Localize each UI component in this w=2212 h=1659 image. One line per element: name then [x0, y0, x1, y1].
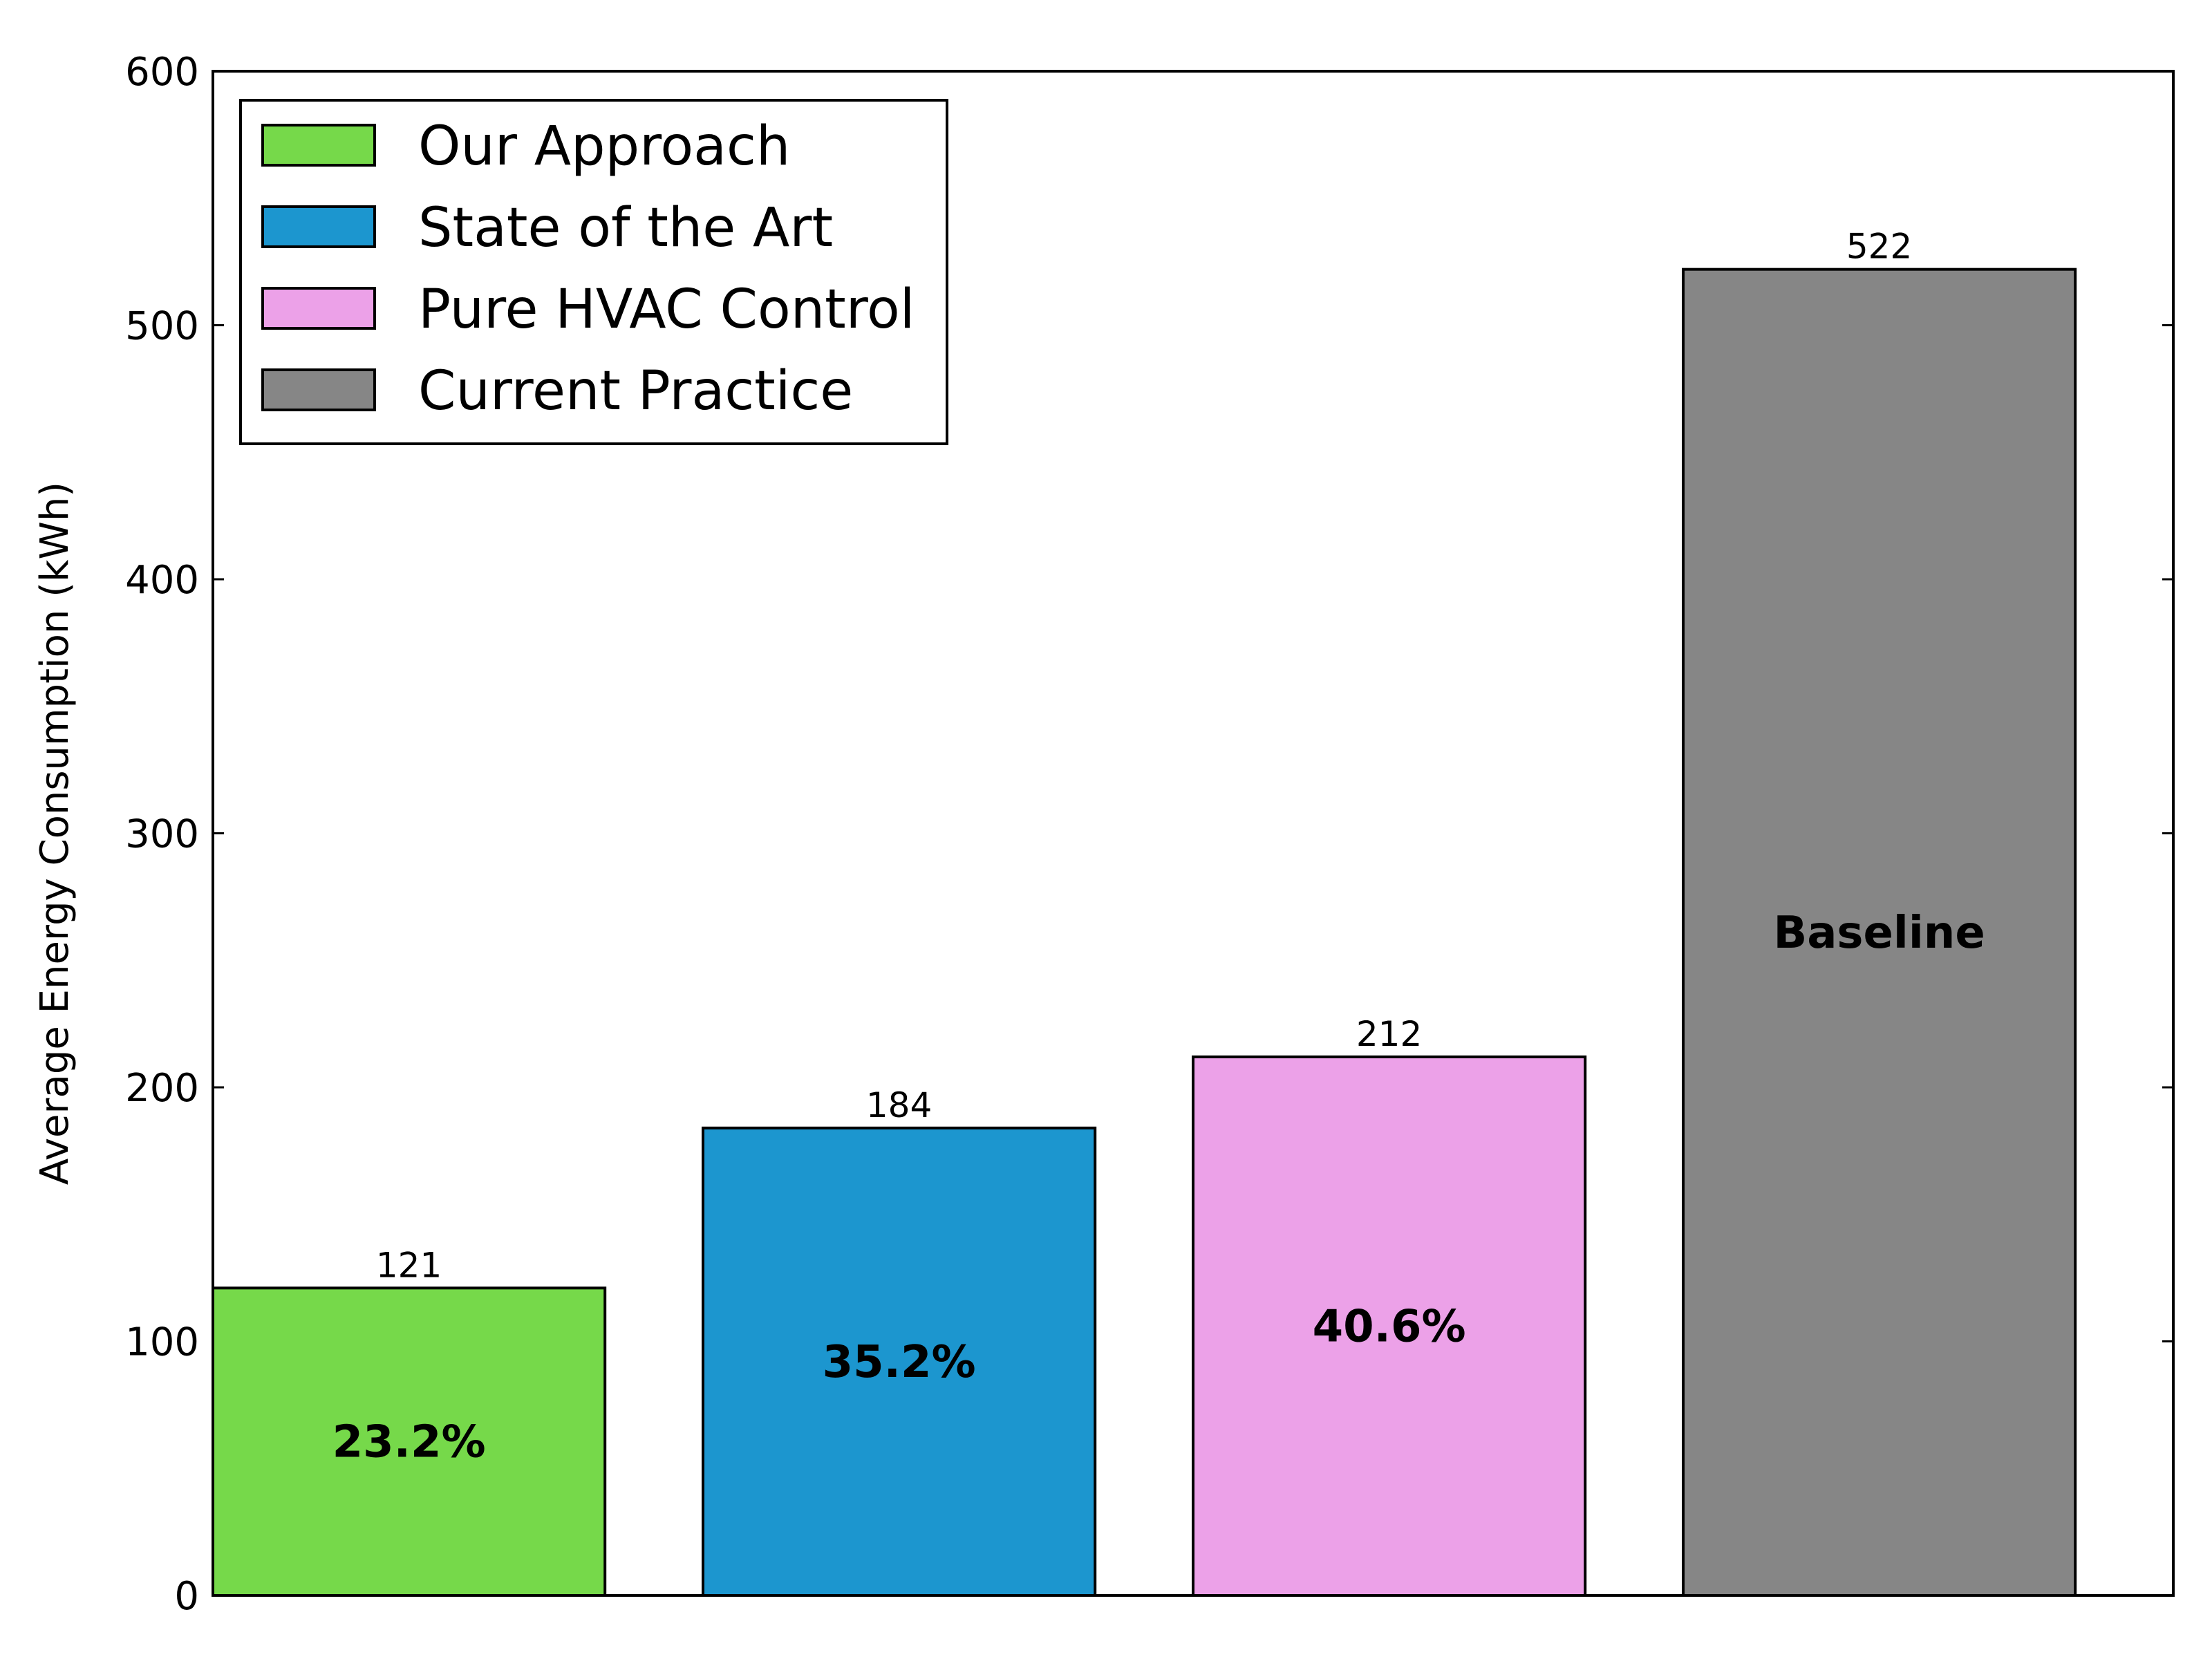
bar-inner-labels: 23.2% 35.2% 40.6% Baseline — [332, 908, 1985, 1468]
bars — [212, 268, 2077, 1597]
legend-entry-label: State of the Art — [418, 197, 833, 259]
y-tick-label: 500 — [125, 304, 199, 349]
bar-value-labels: 121 184 212 522 — [376, 227, 1912, 1286]
plot-frame — [212, 70, 2175, 1597]
y-axis-ticks: 0 100 200 300 400 500 600 — [125, 50, 2173, 1619]
y-tick-label: 300 — [125, 812, 199, 857]
legend-swatch — [261, 205, 376, 248]
y-axis-label: Average Energy Consumption (kWh) — [32, 482, 77, 1185]
bar-inner-label: Baseline — [1773, 908, 1985, 959]
bar-state-of-the-art — [702, 1126, 1097, 1597]
bar-inner-label: 40.6% — [1313, 1301, 1466, 1352]
legend-entry-label: Our Approach — [418, 115, 790, 178]
bar-value-label: 212 — [1356, 1014, 1422, 1054]
legend: Our Approach State of the Art Pure HVAC Co… — [239, 99, 948, 445]
legend-entry-label: Pure HVAC Control — [418, 279, 915, 341]
bar-current-practice — [1682, 268, 2077, 1597]
y-tick-label: 600 — [125, 50, 199, 95]
bar-value-label: 121 — [376, 1245, 442, 1285]
bar-our-approach — [212, 1286, 607, 1597]
bar-inner-label: 35.2% — [823, 1337, 976, 1388]
bar-pure-hvac-control — [1192, 1055, 1587, 1597]
y-tick-label: 100 — [125, 1320, 199, 1365]
y-tick-label: 0 — [174, 1574, 199, 1619]
legend-entry-label: Current Practice — [418, 360, 853, 422]
bar-value-label: 522 — [1846, 227, 1912, 267]
legend-swatch — [261, 368, 376, 411]
bar-inner-label: 23.2% — [332, 1417, 486, 1468]
bar-value-label: 184 — [866, 1085, 932, 1125]
y-tick-label: 200 — [125, 1066, 199, 1111]
legend-swatch — [261, 124, 376, 167]
y-tick-label: 400 — [125, 558, 199, 603]
legend-swatch — [261, 287, 376, 330]
